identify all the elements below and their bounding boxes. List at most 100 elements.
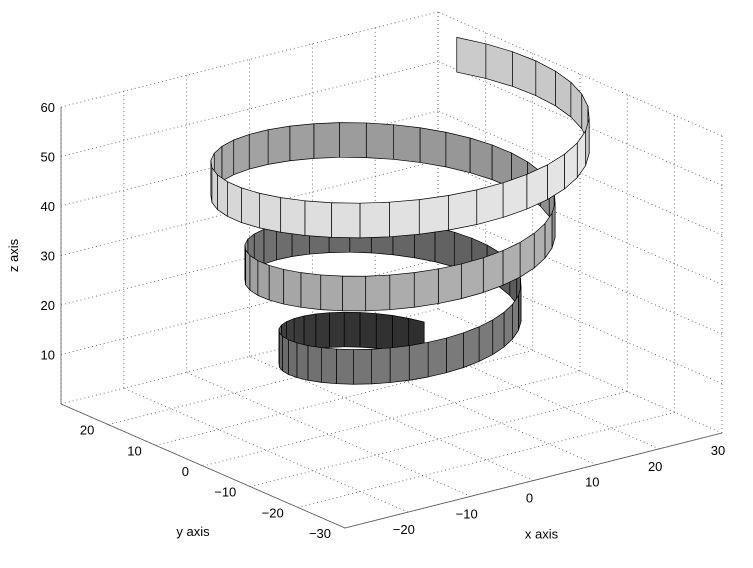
surface-facet <box>315 312 330 350</box>
y-tick-label: −30 <box>309 526 331 541</box>
surface-facet <box>518 286 522 331</box>
x-tick-label: −10 <box>456 506 478 521</box>
surface-facet <box>371 347 391 385</box>
x-tick-label: −20 <box>393 522 415 537</box>
surface-facet <box>313 122 340 159</box>
x-axis-title: x axis <box>525 527 559 542</box>
surface-facet <box>555 70 572 118</box>
surface-facet <box>445 131 471 174</box>
surface-facet <box>339 122 367 158</box>
y-tick-label: 20 <box>80 423 94 438</box>
z-tick-label: 40 <box>41 199 55 214</box>
grid-line <box>250 391 628 488</box>
surface-facet <box>248 129 269 170</box>
surface-facet <box>283 269 302 308</box>
surface-facet <box>342 275 367 312</box>
grid-line <box>155 349 533 446</box>
surface-facet <box>289 123 315 162</box>
surface-facet <box>268 265 285 305</box>
surface-facet <box>353 348 372 385</box>
y-tick-label: −20 <box>262 505 284 520</box>
grid-line <box>60 308 439 405</box>
surface-facet <box>359 312 377 349</box>
surface-facet <box>307 345 322 383</box>
surface-facet <box>320 274 343 312</box>
surface-facet <box>512 295 519 340</box>
surface-facet <box>547 153 565 200</box>
surface-facet <box>259 192 282 233</box>
surface-facet <box>456 37 487 79</box>
surface-facet <box>418 195 449 235</box>
surface-facet <box>492 311 505 355</box>
grid-line <box>60 61 439 157</box>
surface-facet <box>329 311 345 348</box>
surface-facet <box>288 339 298 378</box>
surface-facet <box>485 43 513 87</box>
surface-facet <box>469 137 493 180</box>
y-axis-line <box>60 403 346 529</box>
surface-facet <box>217 174 228 217</box>
surface-facet <box>249 255 259 296</box>
z-tick-label: 30 <box>41 249 55 264</box>
surface-facet <box>300 272 322 310</box>
x-tick-label: 30 <box>711 443 725 458</box>
surface-facet <box>434 226 455 268</box>
surface-facet <box>233 134 250 176</box>
surface-facet <box>365 122 394 160</box>
z-tick-label: 50 <box>41 150 55 165</box>
surface-facet <box>564 142 578 190</box>
axis-layer <box>60 106 723 529</box>
surface-facet <box>245 249 251 291</box>
z-tick-label: 60 <box>41 100 55 115</box>
surface-facet <box>336 348 354 385</box>
surface-facet <box>280 197 306 236</box>
surface-facet <box>408 341 429 381</box>
surface-facet <box>241 187 260 229</box>
surface-facet <box>446 332 464 374</box>
surface-facet <box>427 337 447 378</box>
surface-facet <box>304 200 333 238</box>
grid-line <box>60 11 439 108</box>
x-axis-line <box>344 432 723 529</box>
surface-facet <box>533 223 546 269</box>
surface-facet <box>535 60 556 107</box>
grid-line <box>108 329 486 426</box>
surface-facet <box>389 272 415 311</box>
surface-facet <box>296 342 309 381</box>
grid-line <box>60 209 439 306</box>
grid-line <box>60 160 439 256</box>
surface-facet <box>282 335 289 375</box>
x-tick-label: 0 <box>526 491 533 506</box>
surface-facet <box>476 182 504 225</box>
surface-facet <box>544 213 553 259</box>
surface-facet <box>211 167 218 210</box>
x-tick-label: 20 <box>648 459 662 474</box>
surface-facet <box>320 347 337 385</box>
surface-facet <box>331 202 361 239</box>
surface-facet <box>359 201 390 239</box>
surface-facet <box>221 139 235 182</box>
surface-facet <box>519 232 535 278</box>
surface-facet <box>478 319 494 362</box>
surface-facet <box>463 326 480 368</box>
surface-facet <box>437 263 462 304</box>
x-tick-label: 10 <box>585 475 599 490</box>
surface-facet <box>448 189 478 231</box>
z-tick-label: 20 <box>41 298 55 313</box>
y-tick-label: −10 <box>214 485 236 500</box>
surface-facet <box>393 124 421 163</box>
tick-labels: −20 −10 0 10 20 30 −30 −20 −10 0 10 20 10 20 30 40 50 60 <box>41 100 726 541</box>
grid-line <box>202 370 581 467</box>
surface-facet <box>257 260 270 301</box>
y-tick-label: 0 <box>182 464 189 479</box>
surface-facet <box>503 303 513 348</box>
surface-facet <box>482 250 504 293</box>
surface-facet <box>389 199 420 238</box>
surface-facet <box>461 257 484 299</box>
y-tick-label: 10 <box>127 443 141 458</box>
grid-line <box>60 259 439 355</box>
y-axis-title: y axis <box>176 524 210 539</box>
surface-facet <box>267 125 291 165</box>
grid-line <box>297 411 675 508</box>
